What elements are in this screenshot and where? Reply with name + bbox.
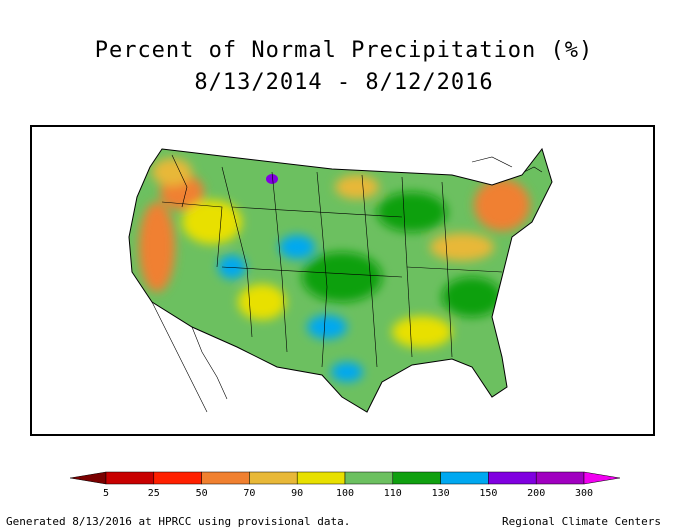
california-dry-region <box>139 202 175 292</box>
precip-shading <box>129 149 552 412</box>
legend-swatch <box>105 471 155 485</box>
legend-swatch <box>344 471 394 485</box>
map-frame <box>30 125 655 436</box>
southeast-region <box>392 316 452 348</box>
canada-coastline <box>471 156 543 173</box>
legend-tick-label: 70 <box>243 488 256 499</box>
color-legend: 5 25 50 70 90 100 110 130 150 200 300 <box>60 468 630 504</box>
legend-tick-label: 5 <box>102 488 110 499</box>
legend-swatch <box>153 471 202 485</box>
northeast-dry-region <box>474 179 530 231</box>
legend-tick-label: 150 <box>479 488 498 499</box>
legend-tick-label: 110 <box>383 488 402 499</box>
legend-swatch <box>535 471 585 485</box>
map-subtitle: 8/13/2014 - 8/12/2016 <box>194 70 494 95</box>
precipitation-map <box>128 147 553 413</box>
legend-bar <box>69 471 621 485</box>
legend-swatch <box>201 471 250 485</box>
footer-generated-note: Generated 8/13/2016 at HPRCC using provi… <box>6 515 351 528</box>
south-texas-wet <box>331 362 363 382</box>
legend-tick-label: 100 <box>335 488 355 499</box>
legend-swatch <box>296 471 346 485</box>
ohio-valley-region <box>430 233 494 261</box>
washington-region <box>152 158 192 186</box>
colorado-wet-region <box>279 235 315 259</box>
north-plains-dry <box>335 175 379 199</box>
legend-swatch <box>488 471 537 485</box>
legend-low-arrow <box>69 471 107 485</box>
montana-max-region <box>266 174 278 184</box>
midwest-wet <box>377 192 447 232</box>
legend-swatch <box>440 471 489 485</box>
plains-wet <box>302 252 382 302</box>
footer-credit: Regional Climate Centers <box>502 515 661 528</box>
legend-tick-label: 25 <box>147 488 160 499</box>
legend-tick-label: 130 <box>431 488 450 499</box>
arizona-region <box>238 284 286 320</box>
legend-tick-label: 90 <box>291 488 304 499</box>
legend-tick-label: 50 <box>195 488 208 499</box>
utah-wet-region <box>218 255 246 279</box>
legend-tick-label: 200 <box>527 488 546 499</box>
legend-swatch <box>392 471 441 485</box>
us-outline <box>128 147 553 413</box>
legend-tick-label: 300 <box>574 488 594 499</box>
legend-swatch <box>249 471 298 485</box>
map-title: Percent of Normal Precipitation (%) <box>94 38 594 63</box>
texas-wet-region <box>307 315 347 339</box>
carolina-wet <box>442 277 502 317</box>
great-basin-region <box>182 200 242 244</box>
mexico-coastline <box>151 301 228 413</box>
legend-high-arrow <box>583 471 621 485</box>
state-borders <box>161 154 503 368</box>
